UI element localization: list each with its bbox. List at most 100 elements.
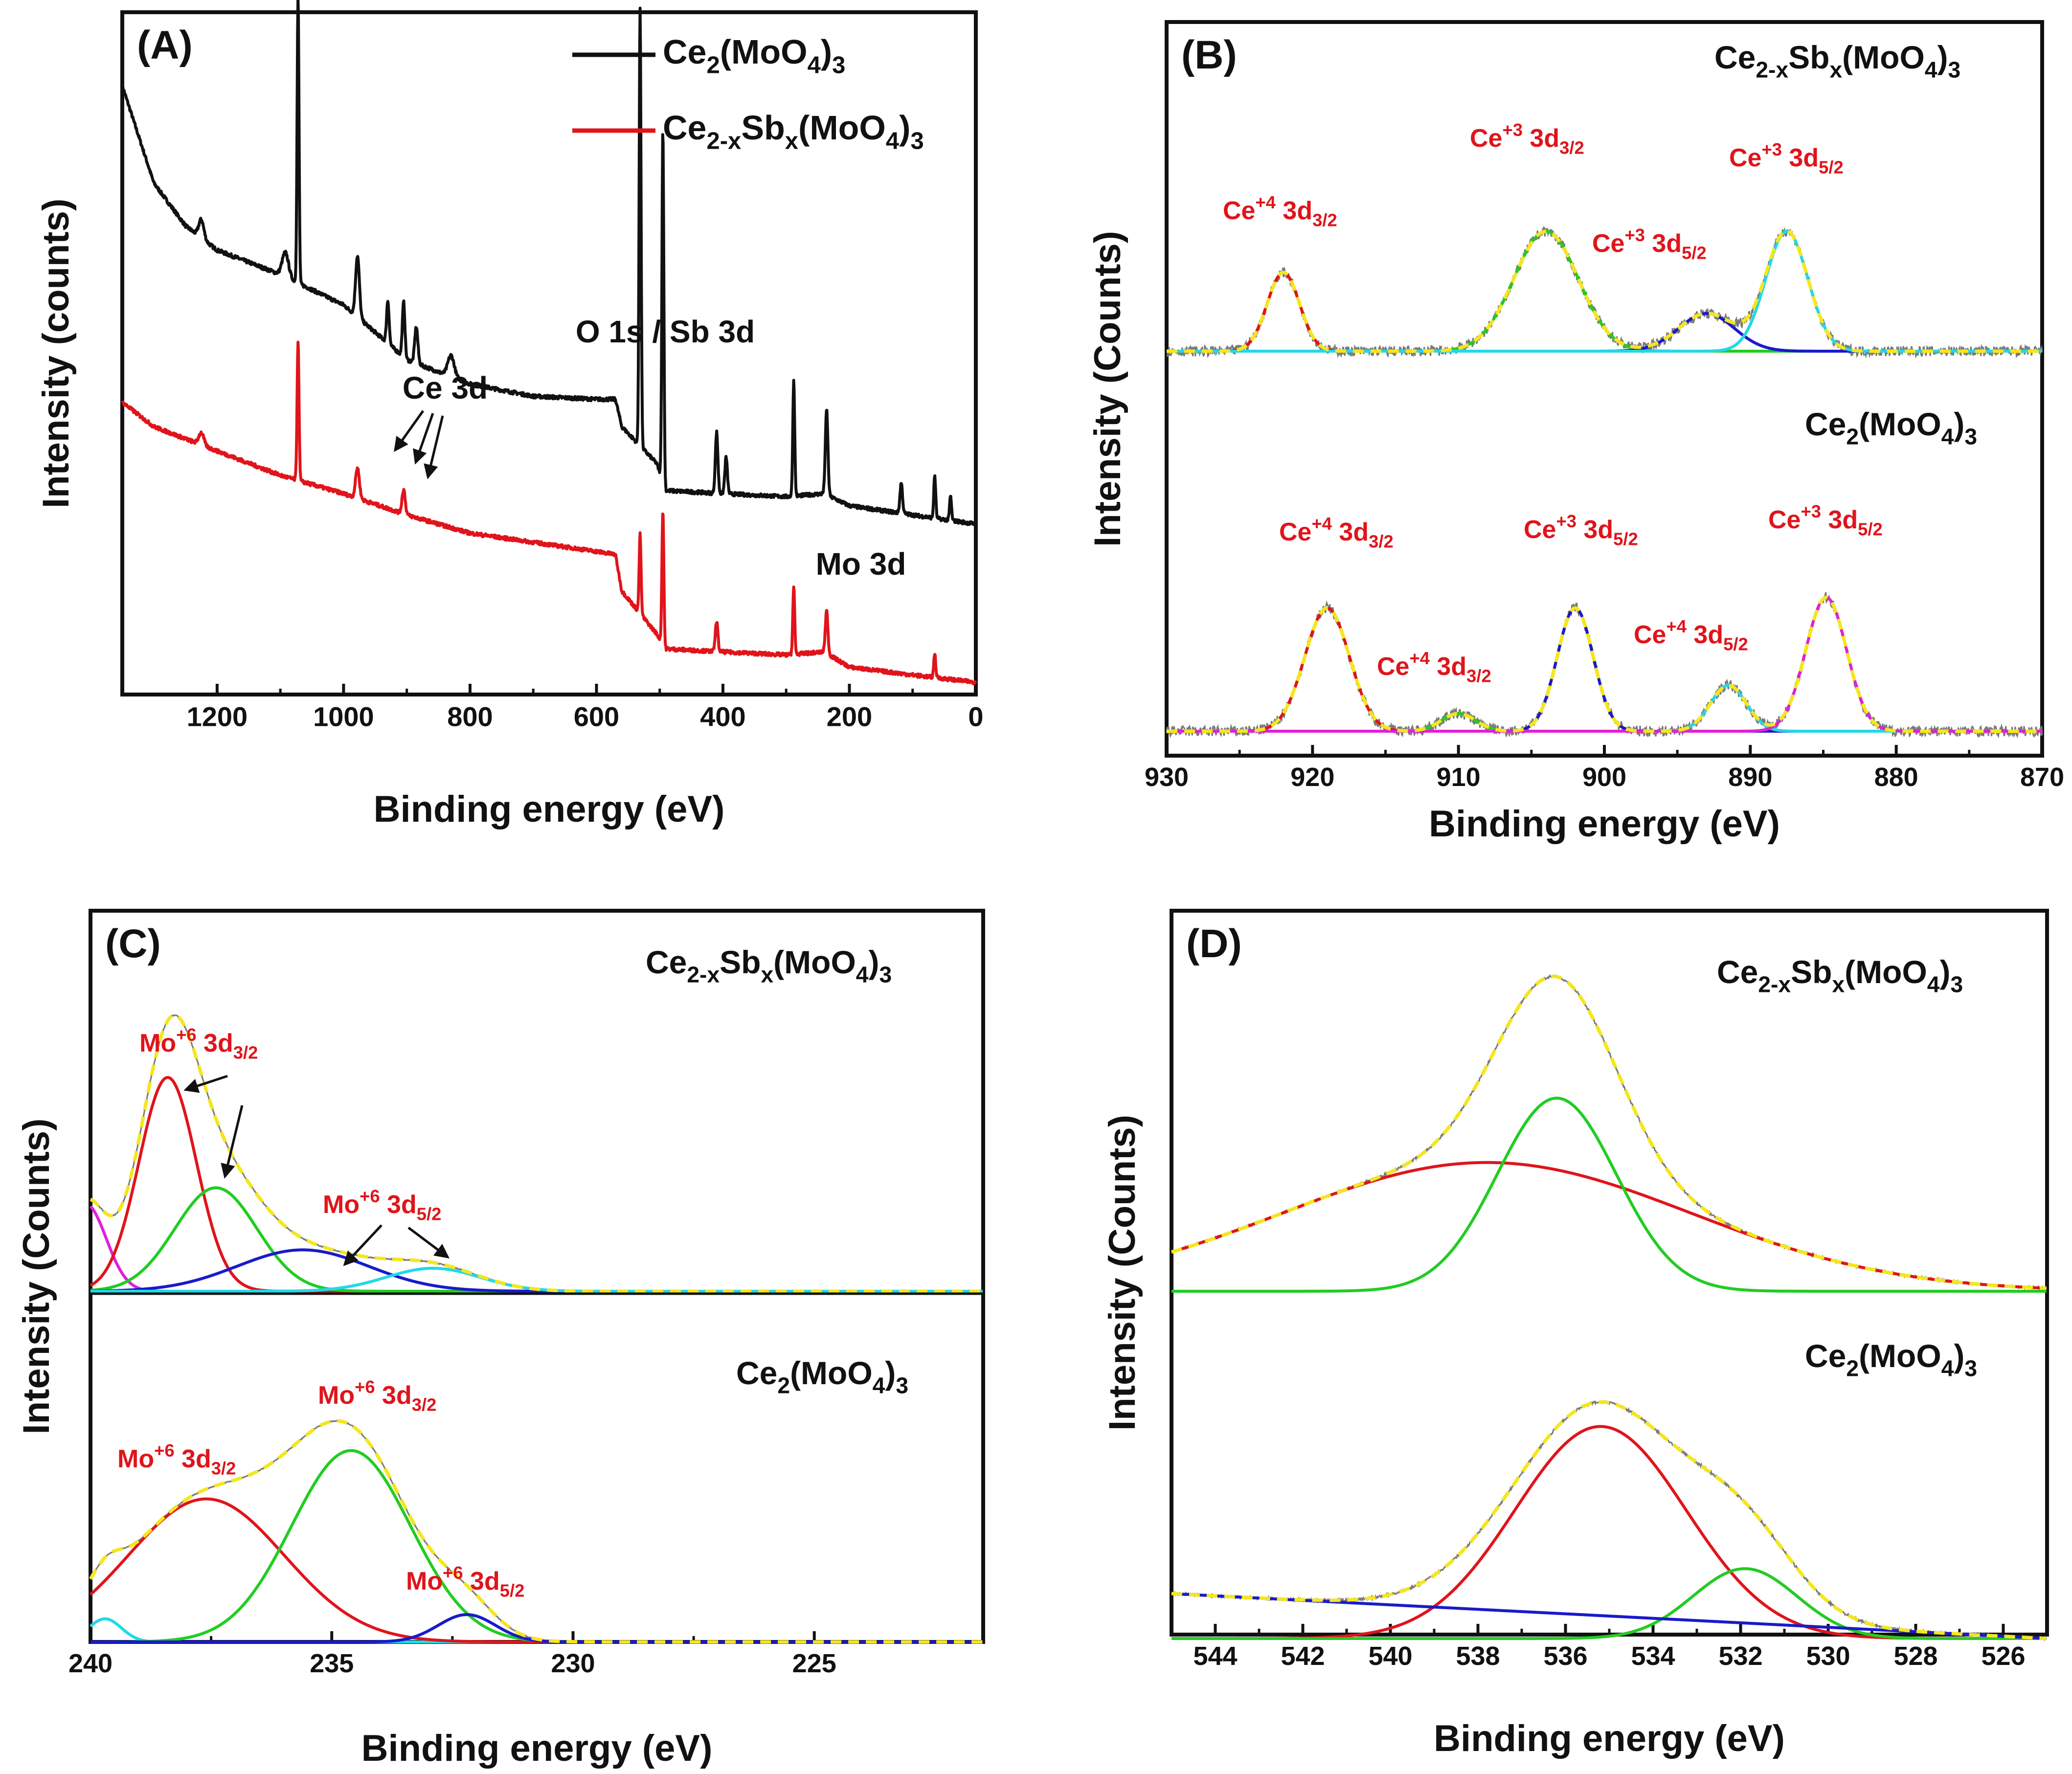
- text-part: 4: [1925, 57, 1937, 82]
- peak-label: Mo+6 3d5/2: [323, 1186, 441, 1224]
- text-part: Sb: [720, 944, 761, 980]
- panel-c: 240 235 230 225 Binding energy (eV) Intensity…: [16, 909, 985, 1769]
- text-part: ): [868, 944, 879, 980]
- text-part: 5/2: [417, 1204, 442, 1224]
- x-tick-label: 930: [1145, 763, 1189, 792]
- text-part: 2: [1846, 1355, 1859, 1381]
- envelope-fit-line: [1171, 1400, 2047, 1640]
- text-part: 3d: [1332, 518, 1369, 546]
- fit-component-cyan: [1167, 684, 2042, 733]
- peak-label: Ce+3 3d5/2: [1768, 501, 1883, 539]
- text-part: 3/2: [412, 1395, 437, 1415]
- text-part: Mo: [117, 1445, 154, 1473]
- text-part: ): [885, 1355, 896, 1391]
- text-part: 2-x: [687, 962, 720, 987]
- panel-label: (C): [105, 921, 161, 966]
- text-part: (MoO: [1842, 39, 1925, 75]
- raw-data-line: [1171, 974, 2048, 1291]
- text-part: Ce: [1768, 506, 1801, 534]
- text-part: 4: [808, 52, 821, 79]
- text-part: 4: [1941, 1355, 1954, 1381]
- envelope-fit-line: [1171, 974, 2047, 1290]
- x-tick-label: 526: [1981, 1641, 2025, 1671]
- x-tick-label: 920: [1290, 763, 1334, 792]
- text-part: 3d: [1523, 124, 1559, 153]
- fit-component-red: [1167, 270, 2042, 353]
- fit-component-magenta: [1167, 596, 2042, 733]
- panel-d: 544 542 540 538 536 534 532 530 528 526 Binding en…: [1102, 909, 2049, 1759]
- panel-a: 1200 1000 800 600 400 200 0 Binding energy (eV)…: [35, 0, 984, 830]
- text-part: 3d: [380, 1190, 417, 1219]
- text-part: (MoO: [1859, 406, 1941, 442]
- text-part: Ce: [663, 109, 706, 147]
- x-axis-label: Binding energy (eV): [1434, 1718, 1785, 1759]
- text-part: +3: [1761, 139, 1782, 159]
- sample-label: Ce2-xSbx(MoO4)3: [1717, 954, 1963, 997]
- text-part: +3: [1624, 225, 1645, 245]
- text-part: ): [1937, 39, 1948, 75]
- text-part: Mo: [318, 1381, 355, 1410]
- panel-a-frame: [120, 10, 978, 696]
- raw-data-line: [1171, 1400, 2048, 1642]
- text-part: 3/2: [1559, 138, 1584, 158]
- text-part: Ce: [1470, 124, 1502, 153]
- text-part: x: [1832, 971, 1845, 997]
- x-tick-label: 530: [1806, 1641, 1850, 1671]
- text-part: 3d: [1577, 516, 1613, 544]
- fit-component-green: [1171, 1567, 2047, 1640]
- x-tick-label: 1000: [313, 701, 374, 732]
- text-part: 3: [1964, 1355, 1977, 1381]
- x-tick-label: 910: [1437, 763, 1481, 792]
- panelD-frame: [1170, 909, 2049, 1637]
- x-tick-label: 400: [700, 701, 745, 732]
- text-part: Ce: [1377, 652, 1409, 681]
- x-axis-label: Binding energy (eV): [361, 1728, 713, 1769]
- annotation-ce3d: Ce 3d: [403, 370, 488, 405]
- x-tick-label: 200: [827, 701, 872, 732]
- fit-component-magenta: [89, 1205, 983, 1293]
- annotation-mo3d: Mo 3d: [816, 546, 906, 582]
- text-part: +4: [1311, 514, 1332, 534]
- peak-arrow: [221, 1105, 244, 1179]
- series-line-red: [121, 340, 977, 686]
- text-part: 5/2: [1723, 634, 1748, 654]
- peak-label: Mo+6 3d3/2: [318, 1377, 436, 1415]
- x-tick-label: 900: [1582, 763, 1626, 792]
- text-part: 3/2: [233, 1043, 258, 1063]
- text-part: +6: [176, 1025, 197, 1045]
- text-part: 4: [1927, 971, 1940, 997]
- text-part: (MoO: [1859, 1338, 1941, 1374]
- text-part: 3d: [1645, 229, 1682, 258]
- text-part: +6: [355, 1377, 375, 1397]
- text-part: (MoO: [790, 1355, 873, 1391]
- peak-label: Ce+3 3d5/2: [1524, 511, 1638, 549]
- fit-component-green: [1171, 1097, 2047, 1293]
- text-part: (MoO: [773, 944, 856, 980]
- text-part: 3: [879, 962, 892, 987]
- fit-component-blue: [90, 1248, 983, 1293]
- text-part: Sb: [741, 109, 785, 147]
- text-part: 2-x: [1758, 971, 1791, 997]
- panelC-frame: [89, 909, 985, 1644]
- x-tick-label: 532: [1718, 1641, 1762, 1671]
- y-axis-label: Intensity (Counts): [16, 1119, 57, 1435]
- envelope-fit-line: [1167, 595, 2042, 733]
- peak-arrow: [183, 1075, 228, 1093]
- x-tick-label: 880: [1874, 763, 1918, 792]
- text-part: 5/2: [1682, 243, 1707, 263]
- text-part: ): [1954, 406, 1964, 442]
- x-tick-label: 225: [792, 1649, 836, 1678]
- peak-label: Mo+6 3d5/2: [406, 1563, 524, 1600]
- envelope-fit-line: [89, 1419, 983, 1644]
- fit-component-red: [1171, 1161, 2047, 1290]
- x-tick-label: 540: [1368, 1641, 1412, 1671]
- text-part: Ce: [1805, 406, 1846, 442]
- x-tick-label: 240: [68, 1649, 113, 1678]
- peak-arrow: [343, 1224, 383, 1266]
- panel-label: (D): [1186, 921, 1242, 966]
- text-part: Ce: [1279, 518, 1311, 546]
- text-part: 3d: [1276, 197, 1312, 225]
- text-part: (MoO: [1845, 954, 1927, 990]
- sample-label: Ce2-xSbx(MoO4)3: [1714, 39, 1960, 82]
